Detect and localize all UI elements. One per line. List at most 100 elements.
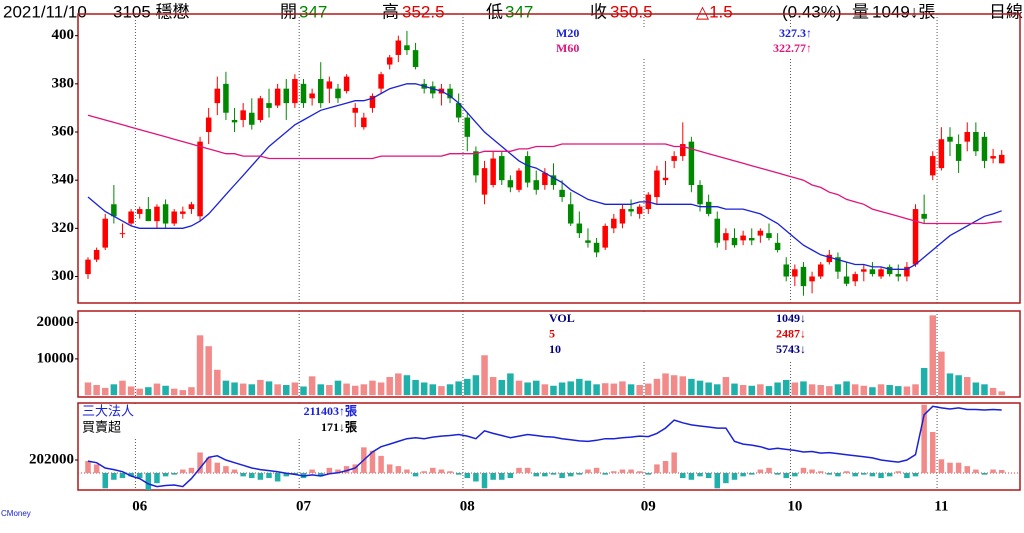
ma-line	[87, 83, 1002, 270]
volume-bar	[541, 384, 549, 396]
net-bar	[619, 469, 626, 473]
candle-body	[783, 264, 789, 277]
stock: 3105 穩懋	[113, 2, 190, 21]
net-bar	[826, 472, 833, 475]
volume-bar	[127, 386, 135, 396]
volume-bar	[567, 381, 574, 396]
volume-bar	[929, 315, 937, 396]
net-bar	[792, 472, 798, 477]
candle-body	[774, 242, 781, 251]
volume-bar	[274, 384, 281, 396]
net-bar	[421, 471, 427, 473]
volume-bar	[231, 382, 238, 396]
candle-body	[567, 204, 574, 224]
legend-value: 5743↓	[776, 342, 806, 356]
y-tick-label: 360	[52, 123, 75, 139]
volume-bar	[481, 355, 488, 396]
holding-line	[87, 405, 1002, 488]
candle-body	[180, 211, 186, 214]
net-bar	[930, 432, 936, 473]
volume-bar	[989, 387, 997, 396]
volume-bar	[386, 377, 393, 396]
candle-body	[197, 141, 203, 217]
candle-body	[973, 132, 979, 152]
legend-name: M20	[556, 26, 579, 40]
net-bar	[395, 466, 402, 473]
candle-body	[740, 235, 746, 241]
volume-bar	[283, 385, 290, 396]
candle-body	[835, 257, 841, 272]
candle-body	[412, 50, 419, 67]
net-bar	[654, 464, 660, 473]
volume-bar	[834, 384, 842, 396]
net-bar	[671, 452, 677, 473]
change-pct: (0.43%)	[782, 2, 842, 21]
volume-bar	[429, 384, 437, 396]
volume-bar	[636, 385, 643, 396]
net-bar	[748, 472, 755, 475]
volume-bar	[179, 390, 187, 396]
candle-body	[524, 156, 531, 183]
volume-bar	[326, 385, 333, 396]
net-bar	[214, 462, 221, 473]
volume-bar	[84, 382, 92, 396]
candle-body	[912, 209, 919, 265]
net-bar	[611, 471, 617, 473]
volume-bar	[817, 385, 824, 396]
net-bar	[697, 472, 703, 477]
net-bar	[714, 472, 721, 489]
net-bar	[455, 472, 462, 475]
candle-body	[559, 189, 565, 198]
volume-bar	[946, 373, 954, 396]
candle-body	[317, 79, 324, 104]
net-bar	[878, 472, 884, 479]
candle-body	[697, 184, 703, 205]
volume-bar	[903, 386, 911, 396]
volume-bar	[395, 373, 402, 396]
net-bar	[843, 471, 850, 473]
net-bar	[266, 472, 272, 479]
net-bar	[973, 469, 979, 473]
candle-body	[542, 172, 548, 185]
candle-body	[990, 156, 996, 159]
net-bar	[309, 469, 315, 473]
change: △1.5	[696, 2, 733, 21]
candle-body	[654, 170, 660, 198]
net-bar	[576, 472, 583, 475]
net-bar	[404, 469, 410, 473]
volume-bar	[507, 373, 514, 396]
volume-bar	[722, 377, 730, 396]
volume-bar	[205, 346, 212, 396]
net-bar	[869, 472, 876, 477]
net-bar	[481, 472, 488, 489]
volume-bar	[886, 385, 893, 396]
candle-body	[766, 233, 772, 238]
volume-bar	[265, 381, 273, 396]
net-bar	[93, 464, 100, 473]
candle-body	[274, 88, 281, 106]
net-bar	[386, 464, 393, 473]
volume-bar	[998, 391, 1005, 396]
candle-body	[895, 274, 902, 277]
candle-body	[473, 151, 479, 176]
volume-bar	[851, 384, 859, 396]
candle-body	[947, 136, 953, 142]
volume-bar	[145, 387, 152, 396]
volume-bar	[403, 375, 411, 396]
net-bar	[274, 472, 281, 482]
net-bar	[240, 472, 246, 477]
y-tick-label: 20000	[37, 314, 75, 330]
volume-bar	[645, 383, 652, 396]
net-bar	[171, 472, 177, 475]
x-tick-label: 08	[460, 498, 475, 514]
legend-box	[545, 312, 809, 360]
net-bar	[550, 472, 557, 475]
net-bar	[680, 472, 686, 479]
legend-box	[548, 27, 815, 58]
volume-bar	[214, 369, 221, 396]
candle-body	[792, 269, 798, 277]
candle-body	[447, 88, 453, 99]
net-bar	[904, 472, 910, 479]
legend-name: 買賣超	[82, 419, 121, 434]
volume-bar	[308, 376, 316, 396]
